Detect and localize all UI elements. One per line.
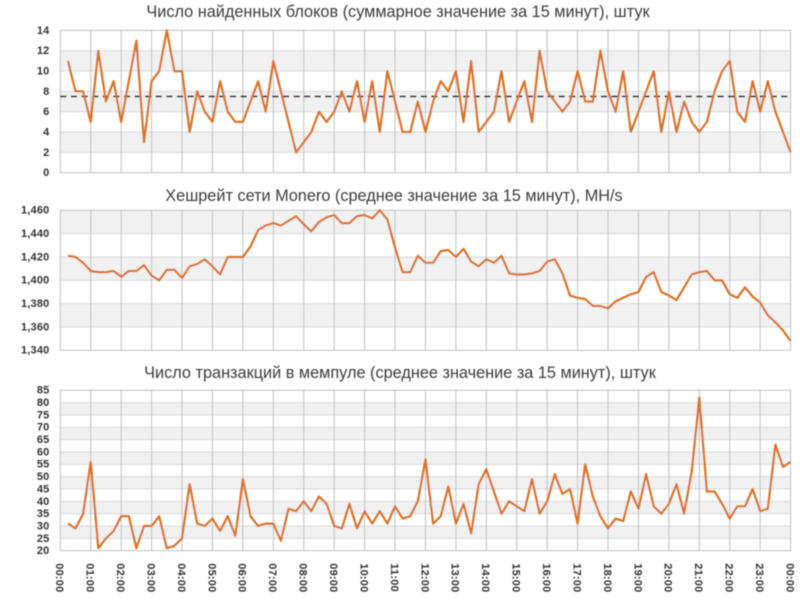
svg-text:01:00: 01:00 xyxy=(84,563,96,592)
svg-text:23:00: 23:00 xyxy=(753,563,765,592)
svg-text:20: 20 xyxy=(37,545,50,557)
svg-text:03:00: 03:00 xyxy=(144,563,156,592)
svg-text:18:00: 18:00 xyxy=(601,563,613,592)
svg-text:02:00: 02:00 xyxy=(114,563,126,592)
svg-text:0: 0 xyxy=(43,167,49,179)
svg-text:85: 85 xyxy=(37,385,50,397)
svg-text:10: 10 xyxy=(37,65,50,77)
svg-text:22:00: 22:00 xyxy=(723,563,735,592)
svg-text:55: 55 xyxy=(37,459,50,471)
svg-text:15:00: 15:00 xyxy=(510,563,522,592)
svg-text:12:00: 12:00 xyxy=(418,563,430,592)
svg-text:75: 75 xyxy=(37,409,50,421)
svg-text:1,440: 1,440 xyxy=(21,228,50,240)
svg-text:25: 25 xyxy=(37,533,50,545)
svg-text:Хешрейт сети Monero (среднее з: Хешрейт сети Monero (среднее значение за… xyxy=(165,187,622,205)
svg-text:6: 6 xyxy=(43,106,49,118)
svg-text:4: 4 xyxy=(43,126,50,138)
svg-text:16:00: 16:00 xyxy=(540,563,552,592)
svg-text:09:00: 09:00 xyxy=(327,563,339,592)
svg-text:Число транзакций в мемпуле (ср: Число транзакций в мемпуле (среднее знач… xyxy=(144,364,657,382)
svg-text:14:00: 14:00 xyxy=(479,563,491,592)
svg-text:21:00: 21:00 xyxy=(692,563,704,592)
svg-text:60: 60 xyxy=(37,446,50,458)
svg-text:45: 45 xyxy=(37,483,50,495)
svg-text:1,400: 1,400 xyxy=(21,275,50,287)
svg-text:80: 80 xyxy=(37,397,50,409)
svg-text:14: 14 xyxy=(37,25,50,37)
svg-text:1,340: 1,340 xyxy=(21,345,50,357)
svg-text:13:00: 13:00 xyxy=(449,563,461,592)
svg-text:05:00: 05:00 xyxy=(205,563,217,592)
svg-text:10:00: 10:00 xyxy=(357,563,369,592)
svg-text:11:00: 11:00 xyxy=(388,563,400,592)
svg-text:19:00: 19:00 xyxy=(631,563,643,592)
svg-text:65: 65 xyxy=(37,434,50,446)
svg-text:35: 35 xyxy=(37,508,50,520)
svg-text:20:00: 20:00 xyxy=(662,563,674,592)
svg-text:00:00: 00:00 xyxy=(783,563,795,592)
svg-text:8: 8 xyxy=(43,86,49,98)
svg-text:08:00: 08:00 xyxy=(297,563,309,592)
svg-text:2: 2 xyxy=(43,147,49,159)
svg-text:1,460: 1,460 xyxy=(21,205,50,217)
svg-text:1,420: 1,420 xyxy=(21,251,50,263)
svg-text:04:00: 04:00 xyxy=(175,563,187,592)
svg-text:40: 40 xyxy=(37,496,50,508)
svg-text:1,360: 1,360 xyxy=(21,321,50,333)
svg-text:17:00: 17:00 xyxy=(570,563,582,592)
svg-text:50: 50 xyxy=(37,471,50,483)
svg-text:06:00: 06:00 xyxy=(236,563,248,592)
svg-text:70: 70 xyxy=(37,422,50,434)
svg-text:Число найденных блоков (суммар: Число найденных блоков (суммарное значен… xyxy=(146,3,650,21)
svg-text:07:00: 07:00 xyxy=(266,563,278,592)
svg-text:30: 30 xyxy=(37,520,50,532)
svg-text:00:00: 00:00 xyxy=(53,563,65,592)
svg-text:1,380: 1,380 xyxy=(21,298,50,310)
svg-text:12: 12 xyxy=(37,45,50,57)
